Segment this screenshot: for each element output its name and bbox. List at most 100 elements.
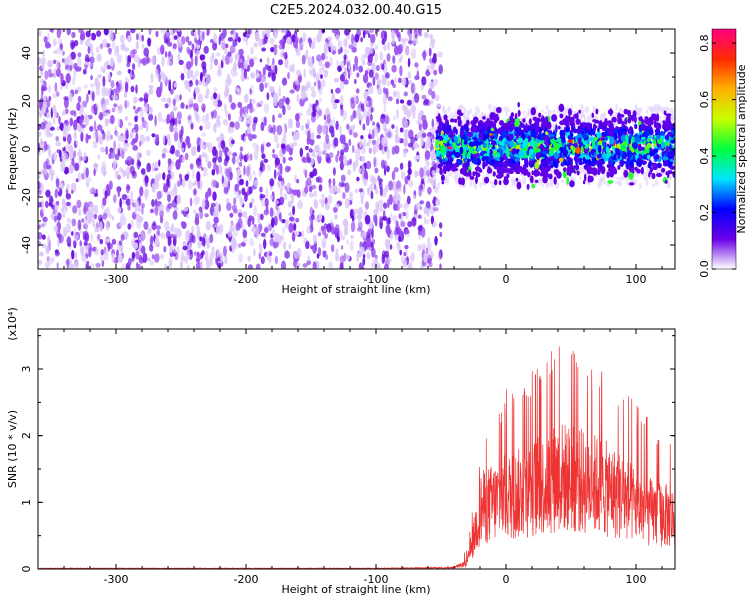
heatmap-cell [346,239,350,245]
heatmap-cell [69,263,75,269]
heatmap-cell [386,131,392,138]
heatmap-cell [126,165,130,176]
heatmap-cell [302,263,308,268]
heatmap-cell [656,162,662,169]
heatmap-cell [593,125,598,129]
heatmap-cell [312,261,317,269]
heatmap-cell [80,131,84,142]
heatmap-cell [182,257,187,263]
heatmap-cell [325,133,329,145]
heatmap-cell [172,127,178,133]
heatmap-cell [99,43,104,50]
heatmap-cell [108,213,113,219]
heatmap-cell [300,124,305,131]
heatmap-cell [360,135,364,140]
heatmap-cell [188,180,193,190]
heatmap-cell [195,79,199,86]
heatmap-cell [533,169,539,177]
heatmap-cell [414,75,420,81]
heatmap-cell [515,177,519,182]
heatmap-cell [447,157,454,162]
heatmap-cell [127,223,132,230]
heatmap-cell [404,244,409,250]
heatmap-cell [239,62,244,68]
heatmap-cell [328,125,335,134]
heatmap-cell [54,215,57,223]
heatmap-cell [316,134,321,139]
heatmap-cell [387,96,393,102]
heatmap-cell [65,193,72,200]
heatmap-cell [655,128,661,134]
heatmap-cell [592,119,597,123]
heatmap-cell [501,173,504,178]
heatmap-cell [489,113,493,121]
heatmap-cell [49,73,55,78]
heatmap-cell [351,47,357,53]
heatmap-cell [607,132,614,137]
heatmap-cell [317,80,321,90]
heatmap-cell [96,46,100,54]
heatmap-cell [159,215,164,224]
heatmap-cell [162,134,166,145]
heatmap-cell [299,42,305,48]
heatmap-cell [575,118,581,125]
heatmap-cell [596,131,602,138]
heatmap-cell [43,36,48,43]
heatmap-cell [122,147,128,152]
heatmap-cell [333,206,338,213]
heatmap-cell [326,223,332,233]
heatmap-cell [73,40,79,47]
heatmap-cell [475,105,479,112]
heatmap-cell [130,85,135,93]
heatmap-cell [102,38,108,48]
heatmap-cell [250,98,256,105]
heatmap-cell [185,36,190,43]
heatmap-cell [413,36,419,46]
heatmap-cell [385,224,391,235]
heatmap-cell [334,224,340,234]
heatmap-cell [321,227,327,236]
heatmap-cell [199,236,203,242]
heatmap-cell [160,232,166,240]
heatmap-cell [125,54,128,63]
heatmap-cell [90,74,93,81]
heatmap-cell [73,130,77,140]
heatmap-cell [303,68,306,78]
heatmap-cell [367,186,370,196]
heatmap-cell [403,252,407,257]
heatmap-cell [385,72,390,79]
heatmap-cell [232,39,238,47]
heatmap-cell [168,179,171,189]
heatmap-cell [469,108,473,114]
heatmap-cell [362,30,366,39]
heatmap-cell [365,160,372,170]
heatmap-cell [467,131,474,138]
heatmap-cell [619,175,624,182]
heatmap-cell [377,264,381,269]
heatmap-cell [417,229,422,236]
heatmap-cell [399,127,404,133]
heatmap-cell [419,110,424,116]
heatmap-cell [358,167,362,174]
heatmap-cell [143,47,149,57]
heatmap-cell [412,194,416,199]
heatmap-cell [417,244,422,252]
heatmap-cell [80,30,85,41]
heatmap-cell [356,29,361,38]
heatmap-cell [172,210,178,220]
heatmap-cell [353,208,359,215]
heatmap-cell [294,79,299,86]
heatmap-cell [339,156,343,162]
heatmap-cell [110,80,115,89]
heatmap-cell [358,65,364,73]
heatmap-cell [377,199,384,208]
heatmap-cell [546,181,552,188]
heatmap-cell [262,67,266,76]
heatmap-cell [620,134,626,142]
heatmap-cell [96,81,101,89]
heatmap-cell [66,201,71,207]
heatmap-cell [104,98,110,106]
heatmap-cell [284,123,288,134]
heatmap-cell [237,217,243,229]
heatmap-cell [251,216,255,226]
